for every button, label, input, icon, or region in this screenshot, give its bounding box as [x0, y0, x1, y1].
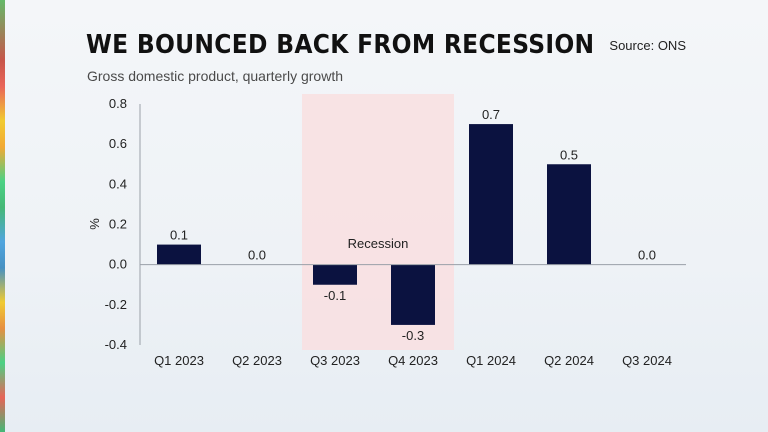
- y-tick-label: 0.4: [109, 176, 127, 191]
- chart-title: WE BOUNCED BACK FROM RECESSION: [86, 30, 595, 60]
- x-tick-label: Q1 2023: [154, 353, 204, 368]
- x-tick-label: Q3 2024: [622, 353, 672, 368]
- x-tick-label: Q2 2023: [232, 353, 282, 368]
- chart-subtitle: Gross domestic product, quarterly growth: [87, 68, 343, 84]
- data-label: 0.1: [170, 228, 188, 243]
- y-tick-label: 0.0: [109, 257, 127, 272]
- x-tick-label: Q1 2024: [466, 353, 516, 368]
- y-tick-label: 0.8: [109, 96, 127, 111]
- data-label: 0.0: [638, 248, 656, 263]
- y-tick-label: 0.2: [109, 217, 127, 232]
- bar: [157, 244, 201, 265]
- decorative-edge-strip: [0, 0, 5, 432]
- bar: [547, 164, 591, 265]
- x-tick-label: Q2 2024: [544, 353, 594, 368]
- data-label: -0.3: [402, 328, 424, 343]
- bar: [469, 124, 513, 265]
- y-tick-label: -0.4: [105, 337, 127, 352]
- y-axis-label: %: [87, 218, 102, 230]
- data-label: -0.1: [324, 288, 346, 303]
- recession-label: Recession: [348, 236, 409, 251]
- x-tick-label: Q4 2023: [388, 353, 438, 368]
- data-label: 0.7: [482, 107, 500, 122]
- bar: [313, 264, 357, 285]
- data-label: 0.0: [248, 248, 266, 263]
- data-label: 0.5: [560, 147, 578, 162]
- y-tick-label: 0.6: [109, 136, 127, 151]
- x-tick-label: Q3 2023: [310, 353, 360, 368]
- source-note: Source: ONS: [609, 38, 686, 53]
- bar: [391, 264, 435, 325]
- y-tick-label: -0.2: [105, 297, 127, 312]
